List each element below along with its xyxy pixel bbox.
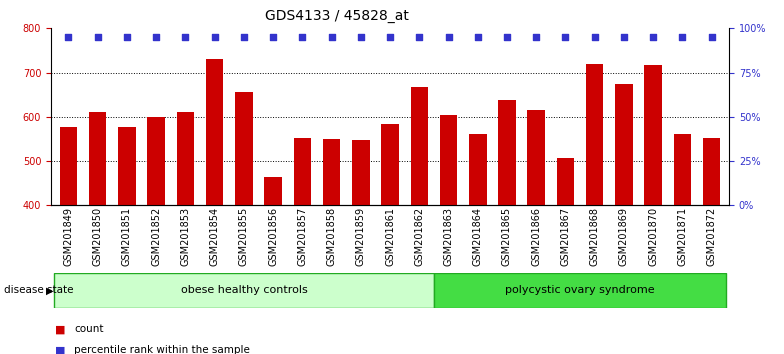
Bar [60,127,78,205]
Bar [615,84,633,205]
Point [471,34,484,40]
Text: percentile rank within the sample: percentile rank within the sample [74,346,250,354]
Point [442,34,455,40]
Bar [411,87,428,205]
Point [121,34,133,40]
Point [676,34,688,40]
Point [180,34,192,40]
Text: obese healthy controls: obese healthy controls [180,285,307,295]
Bar [586,64,604,205]
Point [413,34,426,40]
Bar [235,92,252,205]
Bar [644,65,662,205]
Bar [440,115,457,205]
Bar [673,133,691,205]
Point [325,34,338,40]
Text: ▶: ▶ [45,285,53,295]
Bar [702,138,720,205]
Point [267,34,279,40]
Point [354,34,367,40]
Text: ■: ■ [55,324,65,334]
Bar [176,112,194,205]
Point [296,34,309,40]
Bar [293,138,311,205]
Bar [206,59,223,205]
Point [238,34,250,40]
Bar [557,158,574,205]
Bar [352,140,369,205]
Bar [147,117,165,205]
Bar [434,273,726,308]
Bar [528,110,545,205]
Text: disease state: disease state [4,285,74,295]
Point [588,34,601,40]
Point [150,34,162,40]
Text: polycystic ovary syndrome: polycystic ovary syndrome [505,285,655,295]
Bar [498,101,516,205]
Point [92,34,104,40]
Point [530,34,543,40]
Point [209,34,221,40]
Bar [118,127,136,205]
Point [501,34,514,40]
Text: count: count [74,324,104,334]
Bar [469,133,487,205]
Point [62,34,74,40]
Bar [264,177,282,205]
Point [706,34,718,40]
Bar [89,112,107,205]
Text: GDS4133 / 45828_at: GDS4133 / 45828_at [265,9,409,23]
Point [618,34,630,40]
Bar [54,273,434,308]
Text: ■: ■ [55,346,65,354]
Point [559,34,572,40]
Bar [323,139,340,205]
Point [383,34,396,40]
Point [647,34,659,40]
Bar [381,124,399,205]
